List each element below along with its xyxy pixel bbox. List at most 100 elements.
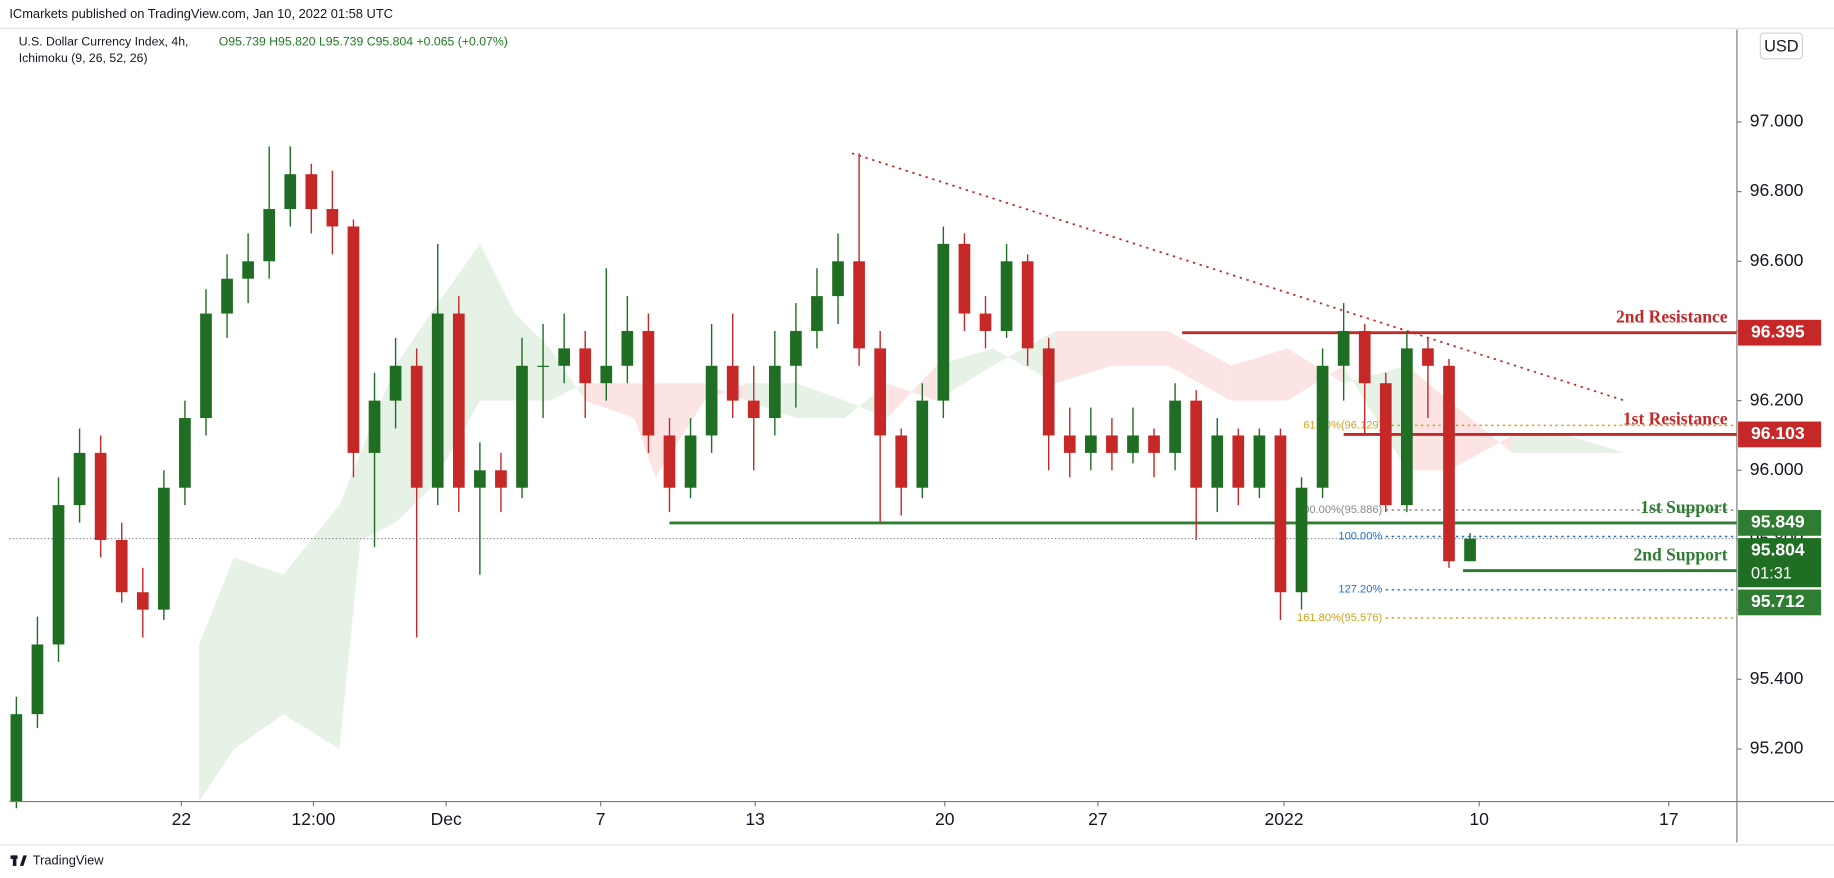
candle-body bbox=[621, 330, 634, 366]
candle-body bbox=[263, 209, 276, 262]
cloud-segment bbox=[234, 557, 284, 749]
candle-body bbox=[537, 365, 549, 367]
indicator: Ichimoku (9, 26, 52, 26) bbox=[19, 51, 148, 65]
fib-label: 61.80%(96.129) bbox=[1303, 419, 1382, 431]
candle-body bbox=[495, 470, 507, 488]
cloud-segment bbox=[1231, 348, 1288, 401]
candle-body bbox=[452, 313, 465, 488]
candle-body bbox=[1042, 348, 1055, 436]
candle-body bbox=[474, 470, 486, 488]
cloud-segment bbox=[1287, 348, 1344, 401]
candle-body bbox=[389, 365, 402, 401]
cloud-segment bbox=[360, 365, 396, 540]
candle-body bbox=[642, 330, 655, 436]
x-tick-label: 2022 bbox=[1264, 809, 1303, 829]
price-box bbox=[1738, 421, 1822, 448]
candle-body bbox=[558, 348, 570, 366]
fib-label: 100.00%(95.886) bbox=[1297, 504, 1383, 516]
y-tick-label: 97.000 bbox=[1750, 111, 1804, 131]
symbol: U.S. Dollar Currency Index, 4h, bbox=[19, 35, 189, 49]
candle-body bbox=[853, 261, 865, 349]
candle-body bbox=[811, 296, 823, 331]
cloud-segment bbox=[283, 505, 340, 749]
candle-body bbox=[136, 592, 149, 610]
currency: USD bbox=[1764, 37, 1799, 55]
fib-label: 100.00% bbox=[1338, 530, 1382, 542]
candle-body bbox=[1337, 330, 1350, 366]
candle-body bbox=[284, 174, 297, 210]
candle-body bbox=[1464, 538, 1476, 562]
ohlc: O95.739 H95.820 L95.739 C95.804 +0.065 (… bbox=[219, 35, 508, 49]
candle-body bbox=[368, 400, 381, 453]
candle-body bbox=[1443, 365, 1455, 562]
candle-body bbox=[1084, 435, 1097, 453]
candle-body bbox=[10, 714, 23, 802]
candle-body bbox=[221, 278, 233, 314]
candle-body bbox=[663, 435, 676, 488]
y-tick-label: 96.800 bbox=[1750, 180, 1804, 200]
x-tick-label: 22 bbox=[172, 809, 192, 829]
candle-body bbox=[726, 365, 739, 401]
candle-body bbox=[705, 365, 718, 436]
candle-body bbox=[31, 644, 44, 715]
candle-body bbox=[600, 365, 613, 384]
candle-body bbox=[410, 365, 423, 488]
y-tick-label: 96.200 bbox=[1750, 389, 1804, 409]
candle-body bbox=[1379, 383, 1392, 506]
y-tick-label: 96.600 bbox=[1750, 250, 1804, 270]
price-box-label: 95.849 bbox=[1751, 512, 1805, 532]
candle-body bbox=[1274, 435, 1287, 593]
cloud-segment bbox=[887, 365, 937, 419]
cloud-segment bbox=[585, 383, 635, 419]
cloud-segment bbox=[795, 383, 846, 419]
candle-body bbox=[1000, 261, 1013, 331]
candle-body bbox=[347, 226, 360, 453]
countdown: 01:31 bbox=[1751, 565, 1792, 583]
cloud-segment bbox=[992, 330, 1056, 384]
cloud-segment bbox=[198, 557, 235, 802]
candle-body bbox=[790, 330, 802, 366]
currency-box bbox=[1759, 32, 1804, 60]
candle-body bbox=[1401, 348, 1413, 506]
cloud-segment bbox=[1512, 435, 1569, 453]
candle-body bbox=[52, 505, 65, 645]
candle-body bbox=[916, 400, 929, 488]
candle-body bbox=[179, 418, 191, 488]
candle-body bbox=[979, 313, 992, 331]
x-tick-label: 7 bbox=[596, 809, 606, 829]
candle-body bbox=[94, 452, 107, 540]
candle-body bbox=[516, 365, 528, 488]
candle-body bbox=[874, 348, 887, 436]
candle-body bbox=[1021, 261, 1034, 349]
candle-body bbox=[242, 261, 254, 279]
level-label: 1st Resistance bbox=[1623, 408, 1728, 428]
publish-note: ICmarkets published on TradingView.com, … bbox=[9, 6, 393, 21]
cloud-segment bbox=[1568, 435, 1625, 453]
cloud-segment bbox=[936, 348, 993, 401]
candle-body bbox=[1358, 330, 1371, 384]
cloud-segment bbox=[339, 452, 361, 749]
candle-body bbox=[326, 209, 339, 227]
fib-label: 161.80%(95.576) bbox=[1297, 612, 1383, 624]
price-box bbox=[1738, 538, 1822, 588]
candle-body bbox=[747, 400, 760, 419]
candle-body bbox=[832, 261, 844, 297]
y-tick-label: 95.200 bbox=[1750, 738, 1804, 758]
price-box-label: 95.712 bbox=[1751, 591, 1805, 611]
candle-body bbox=[579, 348, 592, 384]
candle-body bbox=[958, 243, 971, 314]
plot-area: 61.80%(96.129) 100.00%(95.886) 100.00% 127.… bbox=[9, 146, 1737, 809]
candle-body bbox=[1063, 435, 1076, 453]
level-label: 1st Support bbox=[1640, 497, 1727, 517]
cloud-segment bbox=[1168, 330, 1232, 401]
candle-body bbox=[1211, 435, 1224, 488]
candle-body bbox=[684, 435, 697, 488]
x-tick-label: 13 bbox=[745, 809, 765, 829]
price-box bbox=[1738, 510, 1822, 536]
x-tick-label: Dec bbox=[431, 809, 462, 829]
x-tick-label: 17 bbox=[1659, 809, 1679, 829]
candle-body bbox=[1169, 400, 1181, 453]
candle-body bbox=[73, 452, 86, 506]
candle-body bbox=[1232, 435, 1245, 488]
